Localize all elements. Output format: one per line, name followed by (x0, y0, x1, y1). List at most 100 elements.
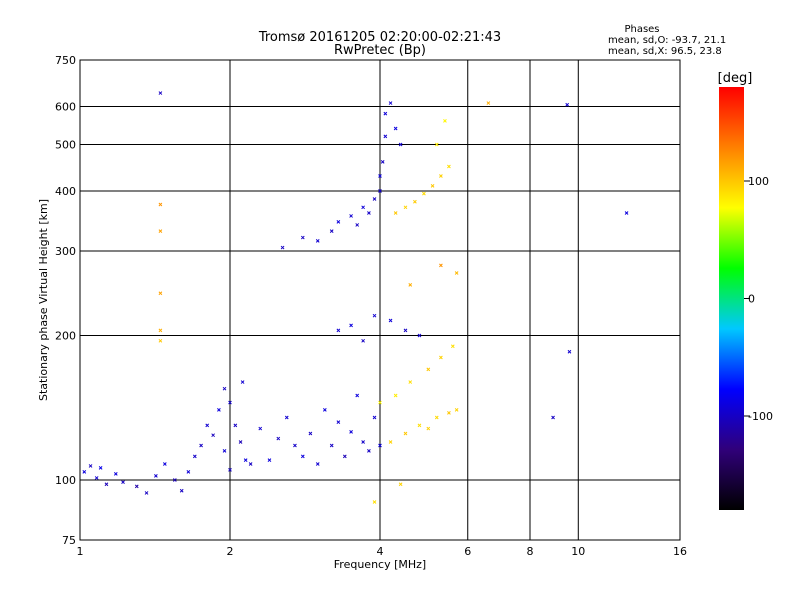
data-point (378, 189, 382, 193)
data-point (158, 91, 163, 95)
data-point (228, 468, 232, 472)
colorbar-ticks: 100 0 -100 (744, 175, 773, 423)
x-tick-label: 4 (377, 545, 384, 558)
data-point (94, 476, 99, 480)
data-point (240, 380, 245, 384)
data-point (403, 328, 408, 333)
x-tick-label: 8 (527, 545, 534, 558)
colorbar-tick-label: 0 (748, 293, 755, 306)
y-tick-label: 75 (62, 534, 76, 547)
data-point (367, 449, 371, 453)
data-point (372, 197, 377, 201)
data-point (403, 431, 408, 436)
data-point (378, 400, 382, 405)
x-tick-label: 10 (571, 545, 585, 558)
data-point (439, 355, 443, 360)
data-point (154, 474, 158, 478)
data-point (186, 469, 191, 474)
x-axis-label: Frequency [MHz] (334, 558, 426, 571)
data-point (403, 205, 408, 210)
data-point (233, 423, 238, 428)
data-point (393, 126, 398, 131)
colorbar-label: [deg] (718, 71, 753, 86)
chart-subtitle: RwPretec (Bp) (334, 43, 426, 58)
data-point (276, 436, 281, 441)
data-point (383, 134, 388, 139)
data-point (439, 174, 443, 178)
data-point (417, 423, 422, 428)
data-point (388, 318, 393, 323)
x-tick-label: 16 (673, 545, 687, 558)
data-point (408, 380, 413, 384)
data-point (349, 214, 353, 218)
data-point (172, 478, 177, 482)
data-point (329, 229, 334, 233)
y-tick-label: 750 (55, 54, 76, 67)
data-point (308, 431, 313, 436)
data-point (222, 386, 227, 391)
data-point (104, 482, 109, 487)
data-point (398, 482, 403, 487)
data-point (238, 440, 243, 444)
x-tick-label: 6 (464, 545, 471, 558)
data-point (342, 454, 347, 459)
data-point (158, 338, 163, 343)
data-point (361, 440, 365, 444)
data-point (192, 454, 197, 459)
data-point (388, 440, 393, 444)
data-point (267, 458, 272, 463)
data-point (393, 393, 398, 398)
legend-line-x: mean, sd,X: 96.5, 23.8 (608, 46, 722, 57)
data-point (336, 220, 341, 224)
data-point (329, 443, 334, 448)
grid-lines (80, 60, 680, 540)
y-tick-label: 200 (55, 330, 76, 343)
data-point (88, 464, 93, 468)
data-point (211, 433, 215, 438)
data-point (248, 462, 253, 466)
data-point (372, 415, 377, 420)
data-point (162, 462, 167, 466)
data-point (426, 426, 431, 431)
chart-title: Tromsø 20161205 02:20:00-02:21:43 (258, 30, 501, 45)
data-point (551, 415, 555, 420)
data-point (426, 367, 431, 372)
data-point (434, 415, 439, 420)
colorbar (719, 87, 744, 510)
data-point (624, 211, 629, 215)
data-point (378, 174, 382, 178)
data-point (388, 101, 393, 105)
data-point (284, 415, 289, 420)
data-point (199, 443, 203, 448)
data-point (422, 191, 426, 196)
data-point (408, 283, 413, 287)
data-point (144, 491, 149, 495)
y-axis-ticks: 75 100 200 300 400 500 600 750 (55, 54, 76, 547)
x-tick-label: 1 (77, 545, 84, 558)
data-points (82, 91, 629, 504)
data-point (158, 202, 163, 207)
y-tick-label: 600 (55, 101, 76, 114)
y-tick-label: 100 (55, 474, 76, 487)
data-point (398, 142, 403, 147)
data-point (413, 199, 417, 204)
data-point (158, 229, 163, 233)
data-point (447, 164, 451, 169)
data-point (322, 408, 327, 412)
data-point (349, 323, 353, 328)
data-point (380, 160, 385, 164)
data-point (179, 488, 184, 493)
legend-line-o: mean, sd,O: -93.7, 21.1 (608, 35, 726, 46)
x-axis-ticks: 1 2 4 6 8 10 16 (77, 545, 688, 558)
data-point (361, 205, 365, 210)
data-point (82, 469, 87, 474)
data-point (280, 245, 285, 250)
data-point (378, 443, 382, 448)
data-point (243, 458, 248, 463)
data-point (315, 238, 320, 243)
data-point (372, 313, 377, 318)
data-point (258, 426, 263, 431)
legend-title: Phases (624, 24, 659, 35)
x-tick-label: 2 (227, 545, 234, 558)
